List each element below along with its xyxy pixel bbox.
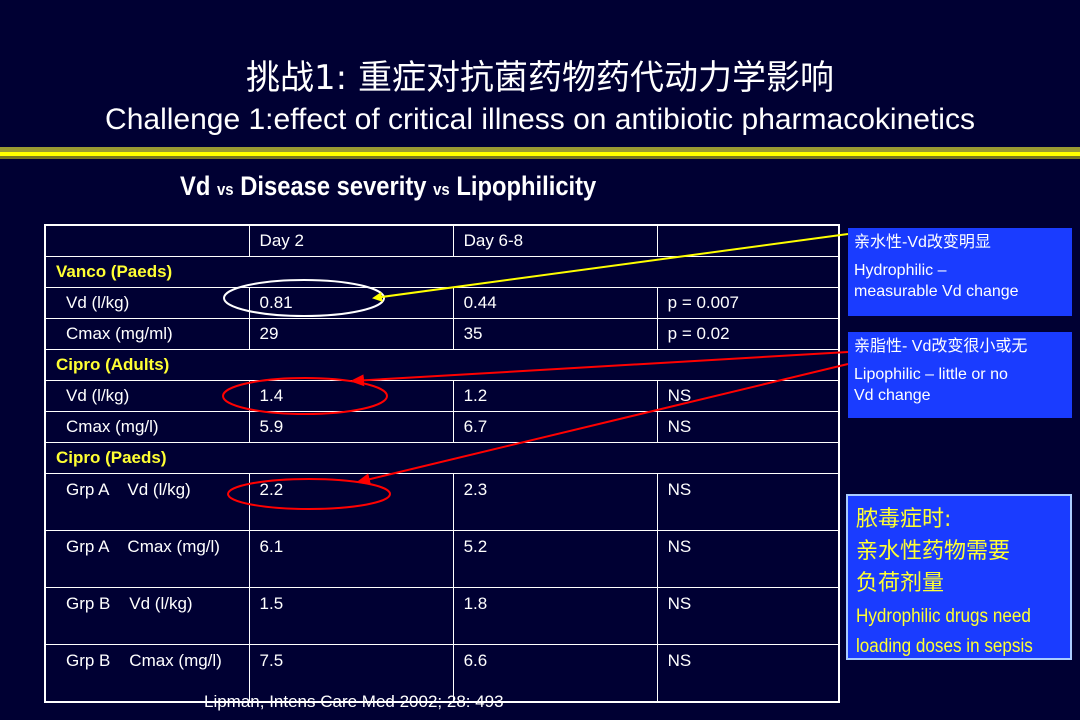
note-hydrophilic-cn: 亲水性-Vd改变明显 <box>854 234 991 251</box>
header-cell <box>656 224 840 257</box>
subtitle-vs-1: vs <box>216 180 234 199</box>
pvalue-cell: NS <box>656 587 840 645</box>
note-lipophilic-en-line2: Vd change <box>854 387 931 404</box>
note-sepsis-en-line1: Hydrophilic drugs need <box>856 606 1031 627</box>
value-cell: 6.1 <box>248 530 454 588</box>
group-row-cipro-adults: Cipro (Adults) <box>44 349 840 381</box>
param-cell: Cmax (mg/ml) <box>44 318 250 350</box>
value-cell: 2.2 <box>248 473 454 531</box>
subtitle-part1: Vd <box>180 171 217 201</box>
table-row: Grp B Cmax (mg/l) 7.5 6.6 NS <box>44 644 840 703</box>
header-cell-day6-8: Day 6-8 <box>452 224 658 257</box>
value-cell: 1.5 <box>248 587 454 645</box>
note-sepsis-en-line2: loading doses in sepsis <box>856 636 1033 657</box>
value-cell: 1.8 <box>452 587 658 645</box>
note-hydrophilic-en-line2: measurable Vd change <box>854 283 1019 300</box>
citation: Lipman, Intens Care Med 2002; 28: 493 <box>204 692 504 711</box>
group-row-vanco-paeds: Vanco (Paeds) <box>44 256 840 288</box>
table-row: Cmax (mg/ml) 29 35 p = 0.02 <box>44 318 840 350</box>
pvalue-cell: NS <box>656 644 840 703</box>
note-hydrophilic-en-line1: Hydrophilic – <box>854 262 947 279</box>
group-row-cipro-paeds: Cipro (Paeds) <box>44 442 840 474</box>
value-cell: 0.44 <box>452 287 658 319</box>
value-cell: 1.2 <box>452 380 658 412</box>
note-lipophilic: 亲脂性- Vd改变很小或无 Lipophilic – little or no … <box>848 332 1072 418</box>
group-label: Cipro (Adults) <box>44 349 840 381</box>
note-lipophilic-cn: 亲脂性- Vd改变很小或无 <box>854 338 1028 355</box>
param-cell: Grp A Cmax (mg/l) <box>44 530 250 588</box>
table-row: Grp A Vd (l/kg) 2.2 2.3 NS <box>44 473 840 531</box>
group-label: Vanco (Paeds) <box>44 256 840 288</box>
table-row: Grp A Cmax (mg/l) 6.1 5.2 NS <box>44 530 840 588</box>
param-cell: Vd (l/kg) <box>44 287 250 319</box>
subtitle-part3: Lipophilicity <box>449 171 597 201</box>
param-cell: Grp B Cmax (mg/l) <box>44 644 250 703</box>
table-row: Vd (l/kg) 0.81 0.44 p = 0.007 <box>44 287 840 319</box>
pvalue-cell: p = 0.007 <box>656 287 840 319</box>
value-cell: 2.3 <box>452 473 658 531</box>
table-row: Grp B Vd (l/kg) 1.5 1.8 NS <box>44 587 840 645</box>
param-cell: Cmax (mg/l) <box>44 411 250 443</box>
value-cell: 6.6 <box>452 644 658 703</box>
pvalue-cell: NS <box>656 411 840 443</box>
divider-bar-yellow <box>0 152 1080 156</box>
subtitle-vs-2: vs <box>433 180 450 199</box>
value-cell: 0.81 <box>248 287 454 319</box>
param-cell: Grp A Vd (l/kg) <box>44 473 250 531</box>
pk-data-table: Day 2 Day 6-8 Vanco (Paeds) Vd (l/kg) 0.… <box>44 224 840 703</box>
note-sepsis-cn-line1: 脓毒症时: <box>856 507 952 532</box>
table-header-row: Day 2 Day 6-8 <box>44 224 840 257</box>
value-cell: 7.5 <box>248 644 454 703</box>
table-row: Vd (l/kg) 1.4 1.2 NS <box>44 380 840 412</box>
divider-bar-dark <box>0 156 1080 159</box>
header-cell <box>44 224 250 257</box>
note-sepsis-cn-line3: 负荷剂量 <box>856 571 945 596</box>
pvalue-cell: NS <box>656 380 840 412</box>
group-label: Cipro (Paeds) <box>44 442 840 474</box>
note-lipophilic-en-line1: Lipophilic – little or no <box>854 366 1008 383</box>
pvalue-cell: p = 0.02 <box>656 318 840 350</box>
subtitle-part2: Disease severity <box>233 171 434 201</box>
pvalue-cell: NS <box>656 530 840 588</box>
pvalue-cell: NS <box>656 473 840 531</box>
header-cell-day2: Day 2 <box>248 224 454 257</box>
title-chinese: 挑战1: 重症对抗菌药物药代动力学影响 <box>246 58 834 98</box>
note-sepsis-loading-dose: 脓毒症时: 亲水性药物需要 负荷剂量 Hydrophilic drugs nee… <box>846 494 1072 660</box>
value-cell: 6.7 <box>452 411 658 443</box>
note-sepsis-cn-line2: 亲水性药物需要 <box>856 539 1011 564</box>
note-hydrophilic: 亲水性-Vd改变明显 Hydrophilic – measurable Vd c… <box>848 228 1072 316</box>
table-row: Cmax (mg/l) 5.9 6.7 NS <box>44 411 840 443</box>
title-english: Challenge 1:effect of critical illness o… <box>105 103 975 136</box>
param-cell: Vd (l/kg) <box>44 380 250 412</box>
value-cell: 5.9 <box>248 411 454 443</box>
param-cell: Grp B Vd (l/kg) <box>44 587 250 645</box>
divider-bar-olive <box>0 147 1080 152</box>
value-cell: 5.2 <box>452 530 658 588</box>
value-cell: 29 <box>248 318 454 350</box>
value-cell: 1.4 <box>248 380 454 412</box>
slide-subtitle: Vd vs Disease severity vs Lipophilicity <box>180 168 596 208</box>
value-cell: 35 <box>452 318 658 350</box>
